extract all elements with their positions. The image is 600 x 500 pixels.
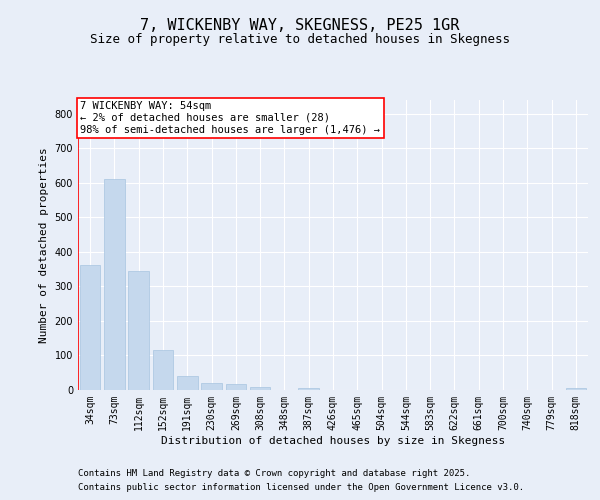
Text: Size of property relative to detached houses in Skegness: Size of property relative to detached ho… <box>90 32 510 46</box>
Bar <box>128 271 149 390</box>
Bar <box>201 383 222 390</box>
Bar <box>566 388 586 390</box>
Bar <box>80 265 100 390</box>
Text: 7, WICKENBY WAY, SKEGNESS, PE25 1GR: 7, WICKENBY WAY, SKEGNESS, PE25 1GR <box>140 18 460 32</box>
Text: 7 WICKENBY WAY: 54sqm
← 2% of detached houses are smaller (28)
98% of semi-detac: 7 WICKENBY WAY: 54sqm ← 2% of detached h… <box>80 102 380 134</box>
Bar <box>226 384 246 390</box>
Text: Contains public sector information licensed under the Open Government Licence v3: Contains public sector information licen… <box>78 484 524 492</box>
Bar <box>250 387 271 390</box>
Bar <box>104 178 125 390</box>
Bar <box>298 388 319 390</box>
Bar <box>152 350 173 390</box>
Y-axis label: Number of detached properties: Number of detached properties <box>39 147 49 343</box>
X-axis label: Distribution of detached houses by size in Skegness: Distribution of detached houses by size … <box>161 436 505 446</box>
Bar <box>177 376 197 390</box>
Text: Contains HM Land Registry data © Crown copyright and database right 2025.: Contains HM Land Registry data © Crown c… <box>78 468 470 477</box>
